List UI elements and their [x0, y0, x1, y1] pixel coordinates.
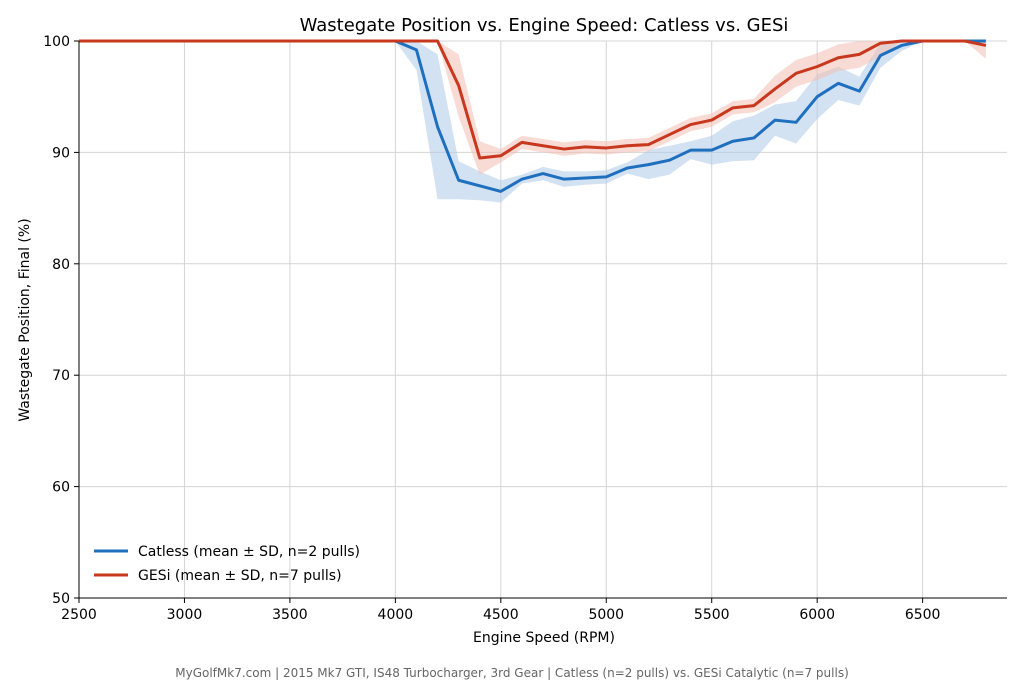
footer-caption: MyGolfMk7.com | 2015 Mk7 GTI, IS48 Turbo… [175, 666, 849, 680]
series-line-1 [79, 39, 987, 160]
y-tick-label: 90 [52, 145, 70, 161]
x-tick-label: 3000 [167, 607, 203, 623]
x-tick-label: 2500 [61, 607, 97, 623]
series-lines [79, 39, 987, 193]
legend: Catless (mean ± SD, n=2 pulls) GESi (mea… [94, 544, 360, 584]
x-tick-label: 6500 [905, 607, 941, 623]
y-tick-label: 70 [52, 368, 70, 384]
y-tick-label: 80 [52, 257, 70, 273]
x-tick-label: 6000 [799, 607, 835, 623]
sd-band-series-0 [79, 41, 986, 203]
x-tick-label: 4500 [483, 607, 519, 623]
x-tick-label: 5000 [588, 607, 624, 623]
y-tick-label: 60 [52, 480, 70, 496]
y-tick-label: 50 [52, 591, 70, 607]
x-axis-label: Engine Speed (RPM) [473, 630, 615, 646]
tick-labels: 2500 3000 3500 4000 4500 5000 5500 6000 6500 50 60… [43, 34, 940, 623]
x-tick-label: 3500 [272, 607, 308, 623]
sd-band-series-1 [79, 41, 986, 175]
x-tick-label: 5500 [694, 607, 730, 623]
y-tick-label: 100 [43, 34, 70, 50]
y-axis-label: Wastegate Position, Final (%) [17, 218, 33, 421]
x-tick-label: 4000 [378, 607, 414, 623]
legend-label-gesi: GESi (mean ± SD, n=7 pulls) [138, 568, 342, 584]
legend-label-catless: Catless (mean ± SD, n=2 pulls) [138, 544, 360, 560]
sd-bands [79, 41, 986, 203]
chart-title: Wastegate Position vs. Engine Speed: Cat… [300, 15, 789, 36]
axes [78, 41, 1007, 599]
